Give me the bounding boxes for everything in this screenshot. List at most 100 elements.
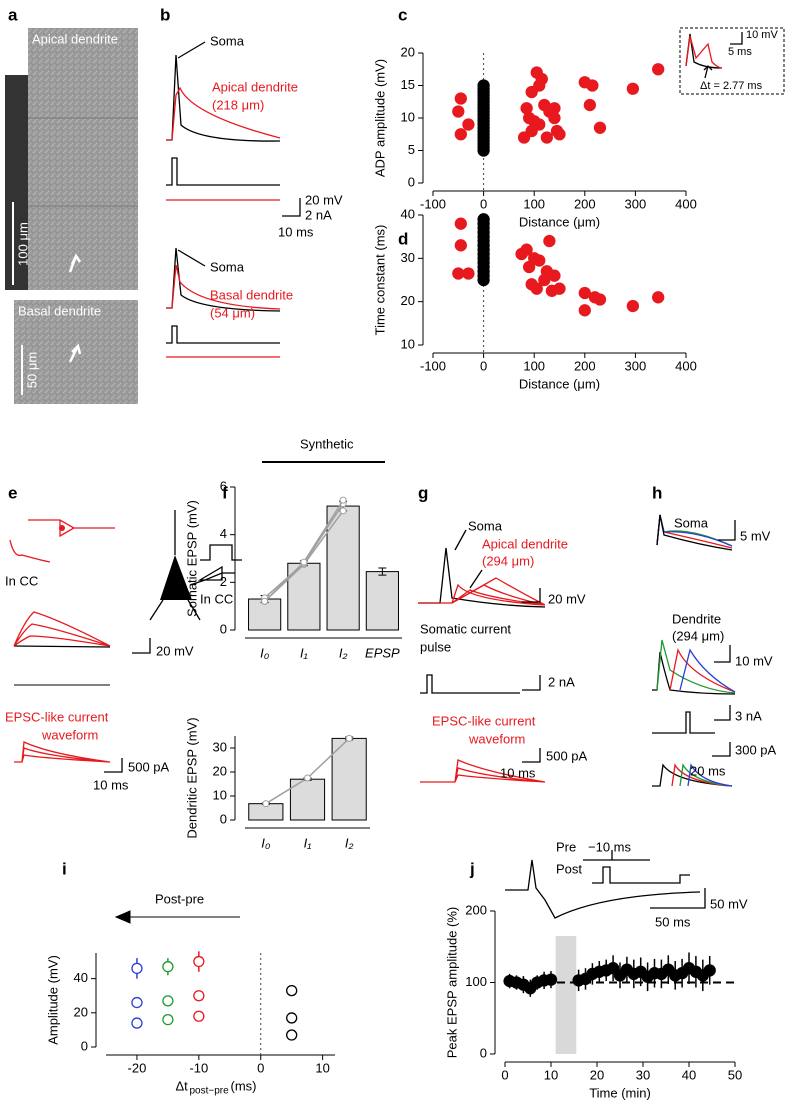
x-tick-label: 400 <box>675 196 697 211</box>
scale-label: 20 mV <box>156 643 194 658</box>
label: EPSC-like current <box>432 713 536 728</box>
scale-bar <box>132 638 151 654</box>
y-tick-label: 0 <box>408 174 415 189</box>
annotation: Post-pre <box>155 891 204 906</box>
x-tick-label: I₀ <box>260 645 270 660</box>
y-tick-label: 40 <box>401 206 415 221</box>
scale-label: 50 μm <box>24 352 39 388</box>
point <box>703 964 716 977</box>
x-tick-label: 50 <box>728 1067 742 1082</box>
x-tick-label: 0 <box>480 358 487 373</box>
scale-label: 20 mV <box>548 591 586 606</box>
x-tick-label: I₁ <box>300 645 308 660</box>
annotation: Post <box>556 861 582 876</box>
scale-label: 2 nA <box>305 207 332 222</box>
label: Soma <box>468 518 503 533</box>
label: In CC <box>200 591 233 606</box>
y-tick-label: 200 <box>465 902 487 917</box>
scale-label: 5 ms <box>728 46 752 58</box>
point <box>193 1010 205 1022</box>
inset-box <box>679 27 785 95</box>
scale-bar <box>104 758 123 773</box>
point <box>131 996 143 1009</box>
point <box>261 597 269 605</box>
label: Basal dendrite <box>18 303 101 318</box>
trace <box>669 647 736 693</box>
scale-label: 500 pA <box>128 759 170 774</box>
label: waveform <box>468 731 525 746</box>
point <box>583 98 597 112</box>
point <box>548 102 561 115</box>
point <box>540 265 553 278</box>
step-icon <box>200 544 242 561</box>
point <box>193 990 205 1002</box>
traces-b: Soma Apical dendrite (218 μm) 20 mV 2 nA… <box>166 33 343 358</box>
label: In CC <box>5 573 38 588</box>
x-tick-label: I₂ <box>339 645 348 660</box>
point <box>652 63 665 76</box>
shaded-period <box>555 936 577 1054</box>
trace <box>420 759 546 783</box>
scale-label: 300 pA <box>735 742 777 757</box>
scale-bar <box>714 705 731 721</box>
x-tick-label: 20 <box>590 1067 604 1082</box>
traces-h: Soma 5 mV Dendrite (294 μm) 10 mV 3 nA 3… <box>652 514 777 787</box>
electrode <box>28 519 115 538</box>
x-tick-label: 0 <box>257 1060 264 1075</box>
trace <box>13 611 111 647</box>
x-tick-label: 100 <box>523 358 545 373</box>
diagram-e: In CC In CC 20 mV EPSC-like current wave… <box>5 510 242 792</box>
y-tick-label: 10 <box>401 109 415 124</box>
scale-label: 50 mV <box>710 896 748 911</box>
x-tick-label: 200 <box>574 196 596 211</box>
label: Dendrite <box>672 611 721 626</box>
trace <box>652 651 736 695</box>
point <box>452 267 465 280</box>
trace <box>687 763 733 787</box>
point <box>286 984 298 997</box>
point <box>520 243 533 256</box>
x-tick-label: 400 <box>675 358 697 373</box>
trace <box>418 577 546 606</box>
dendrite <box>149 510 201 621</box>
trace <box>679 648 736 693</box>
trace <box>166 264 281 310</box>
panel-letter: f <box>222 483 228 502</box>
point <box>626 82 640 95</box>
trace <box>166 325 280 344</box>
y-axis-label: Amplitude (mV) <box>45 955 60 1045</box>
y-tick-label: 6 <box>220 478 227 493</box>
point <box>162 1014 174 1026</box>
label: Somatic current <box>420 621 511 636</box>
trace <box>166 157 280 186</box>
scale-bar <box>650 888 706 909</box>
y-tick-label: 100 <box>465 974 487 989</box>
x-tick-label: 200 <box>574 358 596 373</box>
x-axis-label-unit: (ms) <box>231 1078 257 1093</box>
trace <box>418 547 546 608</box>
annotation: Pre <box>556 839 576 854</box>
trace <box>420 674 520 694</box>
panel-letter: a <box>8 5 18 24</box>
point <box>543 234 556 248</box>
y-tick-label: 10 <box>213 787 227 802</box>
point <box>454 239 467 252</box>
y-axis-label: Somatic EPSP (mV) <box>184 500 199 617</box>
y-tick-label: 15 <box>401 77 415 92</box>
point <box>477 79 490 92</box>
point <box>345 734 353 742</box>
point <box>300 558 308 566</box>
micrographs: Apical dendrite 100 μm Basal dendrite 50… <box>5 28 138 404</box>
arrow <box>68 253 82 273</box>
point <box>553 128 566 141</box>
point <box>339 496 347 504</box>
label: Soma <box>674 515 709 530</box>
x-tick-label: 0 <box>480 196 487 211</box>
panel-letters: a b c d e f g h i j <box>8 5 662 878</box>
electrode <box>189 565 235 586</box>
point <box>462 267 475 280</box>
soma <box>160 555 192 600</box>
chart-annotations: Synthetic Post-pre Pre Post −10 ms 50 mV… <box>114 436 748 929</box>
scale-label: 5 mV <box>740 528 771 543</box>
